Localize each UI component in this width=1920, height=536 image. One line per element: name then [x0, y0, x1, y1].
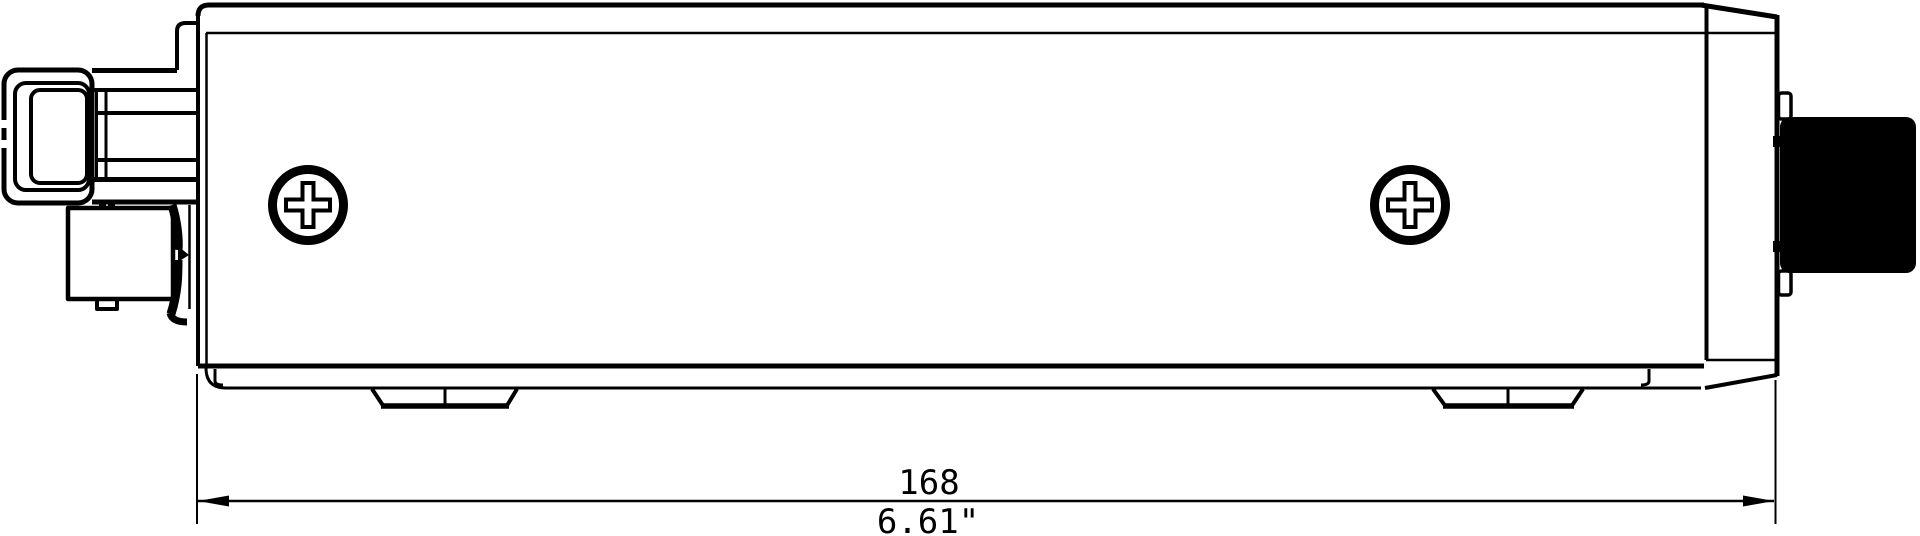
phillips-screw-left	[268, 165, 348, 245]
box-tab-top-2	[108, 202, 115, 209]
plug-notch-upper	[0, 120, 8, 128]
dimension-annotation: 168 6.61"	[196, 374, 1777, 536]
right-connector-tab-bottom	[1776, 269, 1793, 297]
power-plug	[0, 67, 95, 206]
right-connector-nub-bottom	[1773, 241, 1783, 252]
screw-left-cross-icon	[284, 181, 332, 229]
screw-left-head	[268, 165, 348, 245]
screw-right-cross-icon	[1386, 181, 1434, 229]
plug-outer-shell	[1, 67, 95, 206]
left-connector	[0, 21, 198, 326]
panel-top-tab	[175, 21, 198, 70]
body-chamfer-top	[1700, 2, 1778, 20]
body-top-edge	[195, 2, 1704, 17]
right-connector	[1773, 91, 1916, 297]
device-body	[195, 2, 1780, 390]
connector-latch	[166, 203, 191, 326]
right-connector-nub-top	[1773, 136, 1783, 147]
dimension-label-mm: 168	[898, 463, 959, 503]
bottom-pan	[204, 367, 1701, 390]
dimension-arrow-right	[1743, 495, 1774, 507]
screw-right-head	[1370, 165, 1450, 245]
right-connector-tab-top	[1776, 91, 1793, 121]
body-chamfer-bottom	[1704, 373, 1778, 390]
box-tab-top-1	[99, 202, 106, 209]
phillips-screw-right	[1370, 165, 1450, 245]
rubber-foot-right	[1431, 387, 1585, 409]
right-connector-body	[1780, 117, 1916, 273]
rubber-foot-left	[370, 387, 519, 409]
dimension-arrow-left	[198, 495, 229, 507]
dimension-label-inches: 6.61"	[877, 502, 979, 536]
box-outline	[65, 205, 176, 302]
latch-detent	[178, 246, 189, 262]
latch-hook	[166, 311, 188, 326]
latch-band-lower	[166, 259, 183, 316]
pan-left-corner	[204, 367, 227, 390]
box-tab-bottom	[95, 297, 119, 311]
pan-tab-left	[213, 369, 224, 387]
connector-barrel	[92, 21, 198, 205]
plug-core	[29, 88, 89, 185]
lower-connector-box	[65, 202, 176, 311]
plug-notch-lower	[0, 140, 8, 148]
pan-tab-right	[1640, 369, 1651, 387]
plug-inner-shell	[13, 81, 91, 192]
